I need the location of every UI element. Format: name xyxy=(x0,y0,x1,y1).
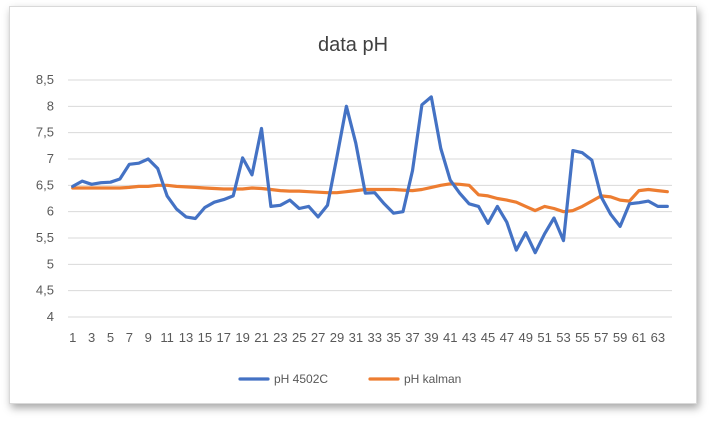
x-tick-label: 3 xyxy=(88,330,95,345)
x-tick-label: 49 xyxy=(518,330,532,345)
chart-frame: data pH 4 4,5 5 5,5 6 6,5 7 7,5 8 8,5 1 3 5 7 9 11 13 15… xyxy=(9,6,697,404)
x-tick-label: 21 xyxy=(254,330,268,345)
x-tick-label: 47 xyxy=(500,330,514,345)
y-tick-label: 4,5 xyxy=(36,283,54,298)
x-tick-label: 9 xyxy=(145,330,152,345)
y-tick-label: 7 xyxy=(47,151,54,166)
series-line-1 xyxy=(71,182,669,214)
x-tick-label: 25 xyxy=(292,330,306,345)
x-tick-label: 23 xyxy=(273,330,287,345)
x-axis-ticks: 1 3 5 7 9 11 13 15 17 19 21 23 25 27 29 31 33 35 37 39 41 43 4… xyxy=(69,330,665,345)
y-tick-label: 6,5 xyxy=(36,177,54,192)
y-tick-label: 8 xyxy=(47,98,54,113)
series-line-0 xyxy=(71,95,669,255)
y-tick-label: 4 xyxy=(47,309,54,324)
x-tick-label: 37 xyxy=(405,330,419,345)
legend-label: pH kalman xyxy=(404,372,461,386)
x-tick-label: 7 xyxy=(126,330,133,345)
x-tick-label: 33 xyxy=(367,330,381,345)
x-tick-label: 39 xyxy=(424,330,438,345)
x-tick-label: 1 xyxy=(69,330,76,345)
x-tick-label: 27 xyxy=(311,330,325,345)
x-tick-label: 5 xyxy=(107,330,114,345)
legend-label: pH 4502C xyxy=(274,372,328,386)
x-tick-label: 15 xyxy=(198,330,212,345)
gridlines xyxy=(68,79,672,318)
x-tick-label: 41 xyxy=(443,330,457,345)
x-tick-label: 35 xyxy=(386,330,400,345)
y-tick-label: 8,5 xyxy=(36,72,54,87)
x-tick-label: 19 xyxy=(235,330,249,345)
x-tick-label: 59 xyxy=(613,330,627,345)
x-tick-label: 51 xyxy=(537,330,551,345)
x-tick-label: 11 xyxy=(160,330,174,345)
y-axis-ticks: 4 4,5 5 5,5 6 6,5 7 7,5 8 8,5 xyxy=(36,72,54,324)
x-tick-label: 31 xyxy=(349,330,363,345)
x-tick-label: 61 xyxy=(632,330,646,345)
x-tick-label: 13 xyxy=(179,330,193,345)
chart-title: data pH xyxy=(318,34,388,56)
y-tick-label: 5,5 xyxy=(36,230,54,245)
x-tick-label: 53 xyxy=(556,330,570,345)
x-tick-label: 17 xyxy=(216,330,230,345)
x-tick-label: 55 xyxy=(575,330,589,345)
series-lines xyxy=(71,95,669,255)
legend: pH 4502C pH kalman xyxy=(238,372,461,386)
line-chart: data pH 44,555,566,577,588,5 1 3 5 7 9 11 13 15… xyxy=(36,34,672,386)
x-tick-label: 57 xyxy=(594,330,608,345)
y-tick-label: 6 xyxy=(47,204,54,219)
x-tick-label: 63 xyxy=(651,330,665,345)
x-tick-label: 45 xyxy=(481,330,495,345)
x-tick-label: 43 xyxy=(462,330,476,345)
x-tick-label: 29 xyxy=(330,330,344,345)
y-tick-label: 7,5 xyxy=(36,125,54,140)
y-tick-label: 5 xyxy=(47,256,54,271)
